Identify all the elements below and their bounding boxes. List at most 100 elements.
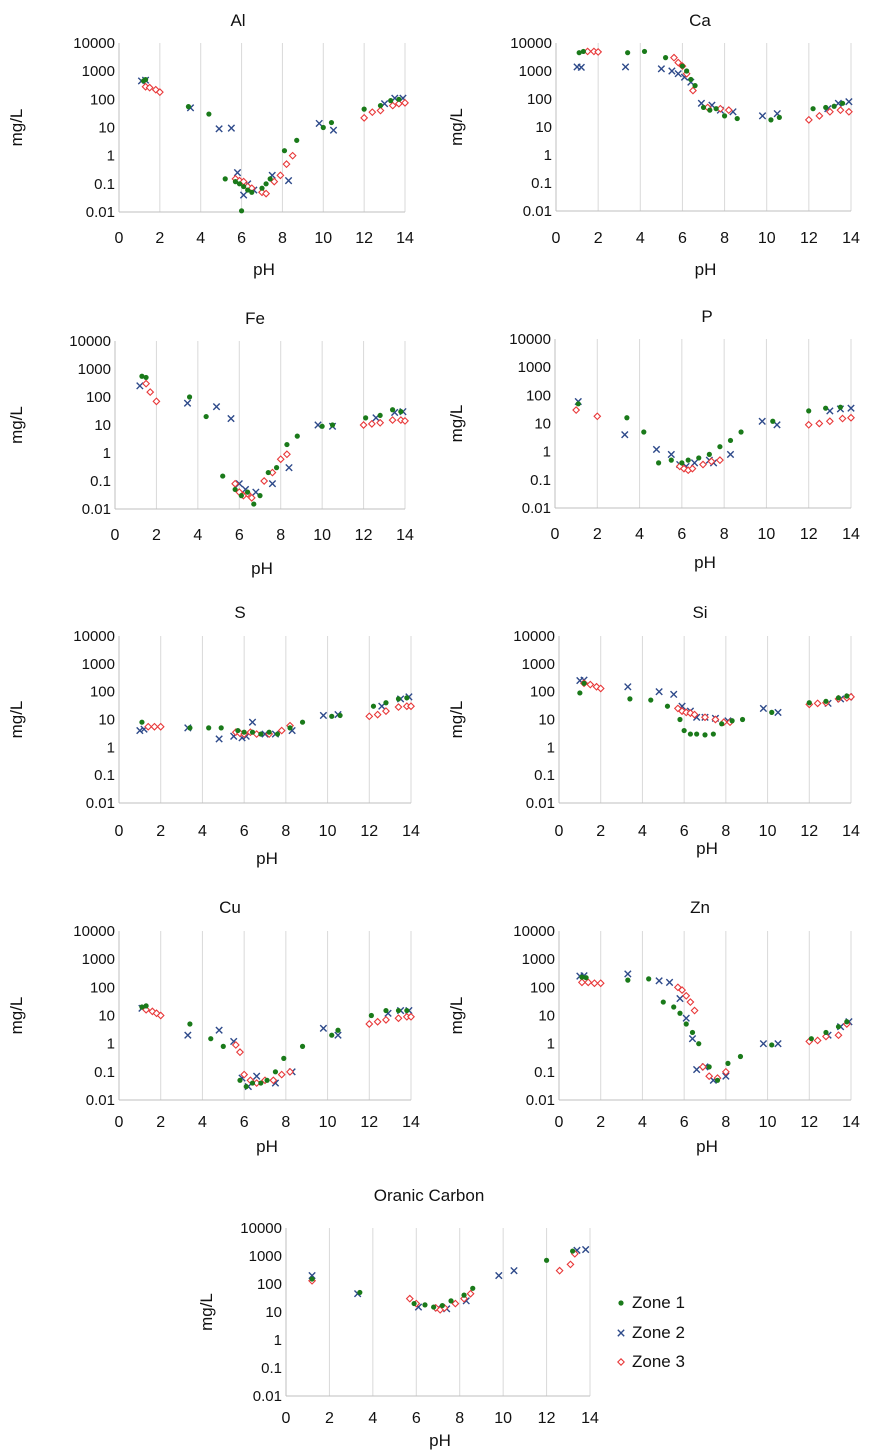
data-point — [702, 732, 708, 738]
data-point — [685, 457, 691, 463]
chart-title: Ca — [689, 11, 711, 30]
y-tick-label: 100 — [257, 1276, 282, 1293]
data-point — [319, 711, 328, 720]
data-point — [381, 1015, 390, 1024]
data-point — [259, 185, 265, 191]
x-tick-label: 10 — [758, 230, 776, 247]
chart-panel-s: 0.01 0.1 1 10 100 1000 10000 0 2 4 6 8 10 12 14 SpH mg/L — [7, 603, 420, 868]
y-tick-label: 10000 — [513, 923, 555, 940]
data-point — [139, 1004, 145, 1010]
data-point — [183, 399, 192, 407]
data-point — [844, 693, 850, 699]
data-point — [543, 1257, 550, 1263]
data-point — [576, 50, 582, 56]
data-point — [682, 1014, 690, 1022]
series-zone-1 — [577, 680, 850, 738]
data-point — [627, 696, 633, 702]
data-point — [821, 1032, 830, 1041]
data-point — [396, 96, 402, 102]
chart-panel-fe: 0.01 0.1 1 10 100 1000 10000 0 2 4 6 8 10 12 14 Fe pH mg/… — [7, 309, 414, 578]
data-point — [368, 108, 377, 117]
data-point — [688, 1035, 697, 1043]
data-point — [285, 463, 293, 472]
data-point — [136, 382, 144, 390]
data-point — [328, 119, 335, 126]
y-tick-label: 10000 — [73, 628, 115, 645]
y-tick-label: 1 — [544, 147, 552, 164]
legend-marker — [617, 1329, 625, 1337]
data-point — [624, 970, 632, 978]
data-point — [359, 421, 368, 429]
data-point — [835, 1024, 842, 1030]
y-tick-label: 10000 — [510, 35, 552, 52]
x-tick-label: 6 — [412, 1410, 421, 1427]
data-point — [398, 409, 404, 415]
chart-panel-si: 0.01 0.1 1 10 100 1000 10000 0 2 4 6 8 10 12 14 Si pH mg/… — [447, 603, 860, 858]
data-point — [660, 999, 666, 1005]
x-tick-label: 10 — [758, 526, 776, 543]
x-tick-label: 12 — [800, 526, 818, 543]
data-point — [395, 696, 402, 702]
series-zone-3 — [580, 679, 855, 727]
data-point — [768, 117, 774, 123]
x-tick-label: 8 — [720, 526, 729, 543]
data-point — [377, 102, 384, 109]
x-tick-label: 10 — [319, 823, 337, 840]
data-point — [739, 716, 746, 723]
data-point — [401, 98, 409, 107]
data-point — [688, 76, 694, 83]
series-zone-3 — [572, 406, 855, 475]
y-tick-label: 100 — [90, 91, 115, 108]
data-point — [252, 1072, 261, 1080]
series-zone-3 — [142, 379, 409, 502]
legend-label: Zone 1 — [632, 1293, 685, 1312]
chart-title: Oranic Carbon — [374, 1186, 485, 1205]
data-point — [218, 725, 224, 731]
x-tick-label: 12 — [800, 230, 818, 247]
x-tick-label: 14 — [842, 823, 860, 840]
data-point — [699, 460, 707, 469]
data-point — [150, 722, 159, 731]
x-axis-label: pH — [696, 1137, 718, 1156]
series-zone-1 — [139, 373, 404, 507]
legend-marker — [618, 1300, 624, 1306]
y-tick-label: 0.01 — [522, 500, 551, 517]
data-point — [152, 397, 161, 406]
data-point — [806, 700, 812, 706]
x-tick-label: 2 — [593, 526, 602, 543]
y-tick-label: 1 — [107, 739, 115, 756]
data-point — [244, 489, 251, 495]
x-tick-label: 8 — [278, 230, 287, 247]
y-tick-label: 1000 — [522, 656, 555, 673]
data-point — [624, 683, 632, 691]
x-tick-label: 8 — [721, 1114, 730, 1131]
x-tick-label: 6 — [235, 527, 244, 544]
y-tick-label: 1000 — [82, 656, 115, 673]
data-point — [579, 974, 585, 980]
data-point — [668, 457, 674, 463]
data-point — [831, 103, 837, 109]
data-point — [670, 53, 678, 62]
y-tick-label: 100 — [526, 387, 551, 404]
y-tick-label: 1 — [107, 1036, 115, 1053]
data-point — [823, 405, 829, 411]
y-tick-label: 0.01 — [86, 1092, 115, 1109]
data-point — [388, 98, 394, 104]
data-point — [705, 1072, 714, 1081]
data-point — [273, 465, 280, 471]
data-point — [184, 1031, 192, 1039]
legend-item-zone-1: Zone 1 — [618, 1293, 685, 1312]
chart-title: Al — [230, 11, 245, 30]
y-tick-label: 0.1 — [94, 176, 115, 193]
y-tick-label: 1 — [274, 1332, 282, 1349]
x-axis-label: pH — [696, 839, 718, 858]
data-point — [594, 47, 603, 56]
data-point — [251, 501, 257, 507]
data-point — [243, 1083, 249, 1090]
data-point — [376, 418, 385, 427]
data-point — [272, 1069, 279, 1075]
data-point — [231, 1040, 240, 1049]
data-point — [146, 388, 155, 397]
series-zone-3 — [141, 82, 409, 198]
data-point — [258, 1080, 264, 1086]
